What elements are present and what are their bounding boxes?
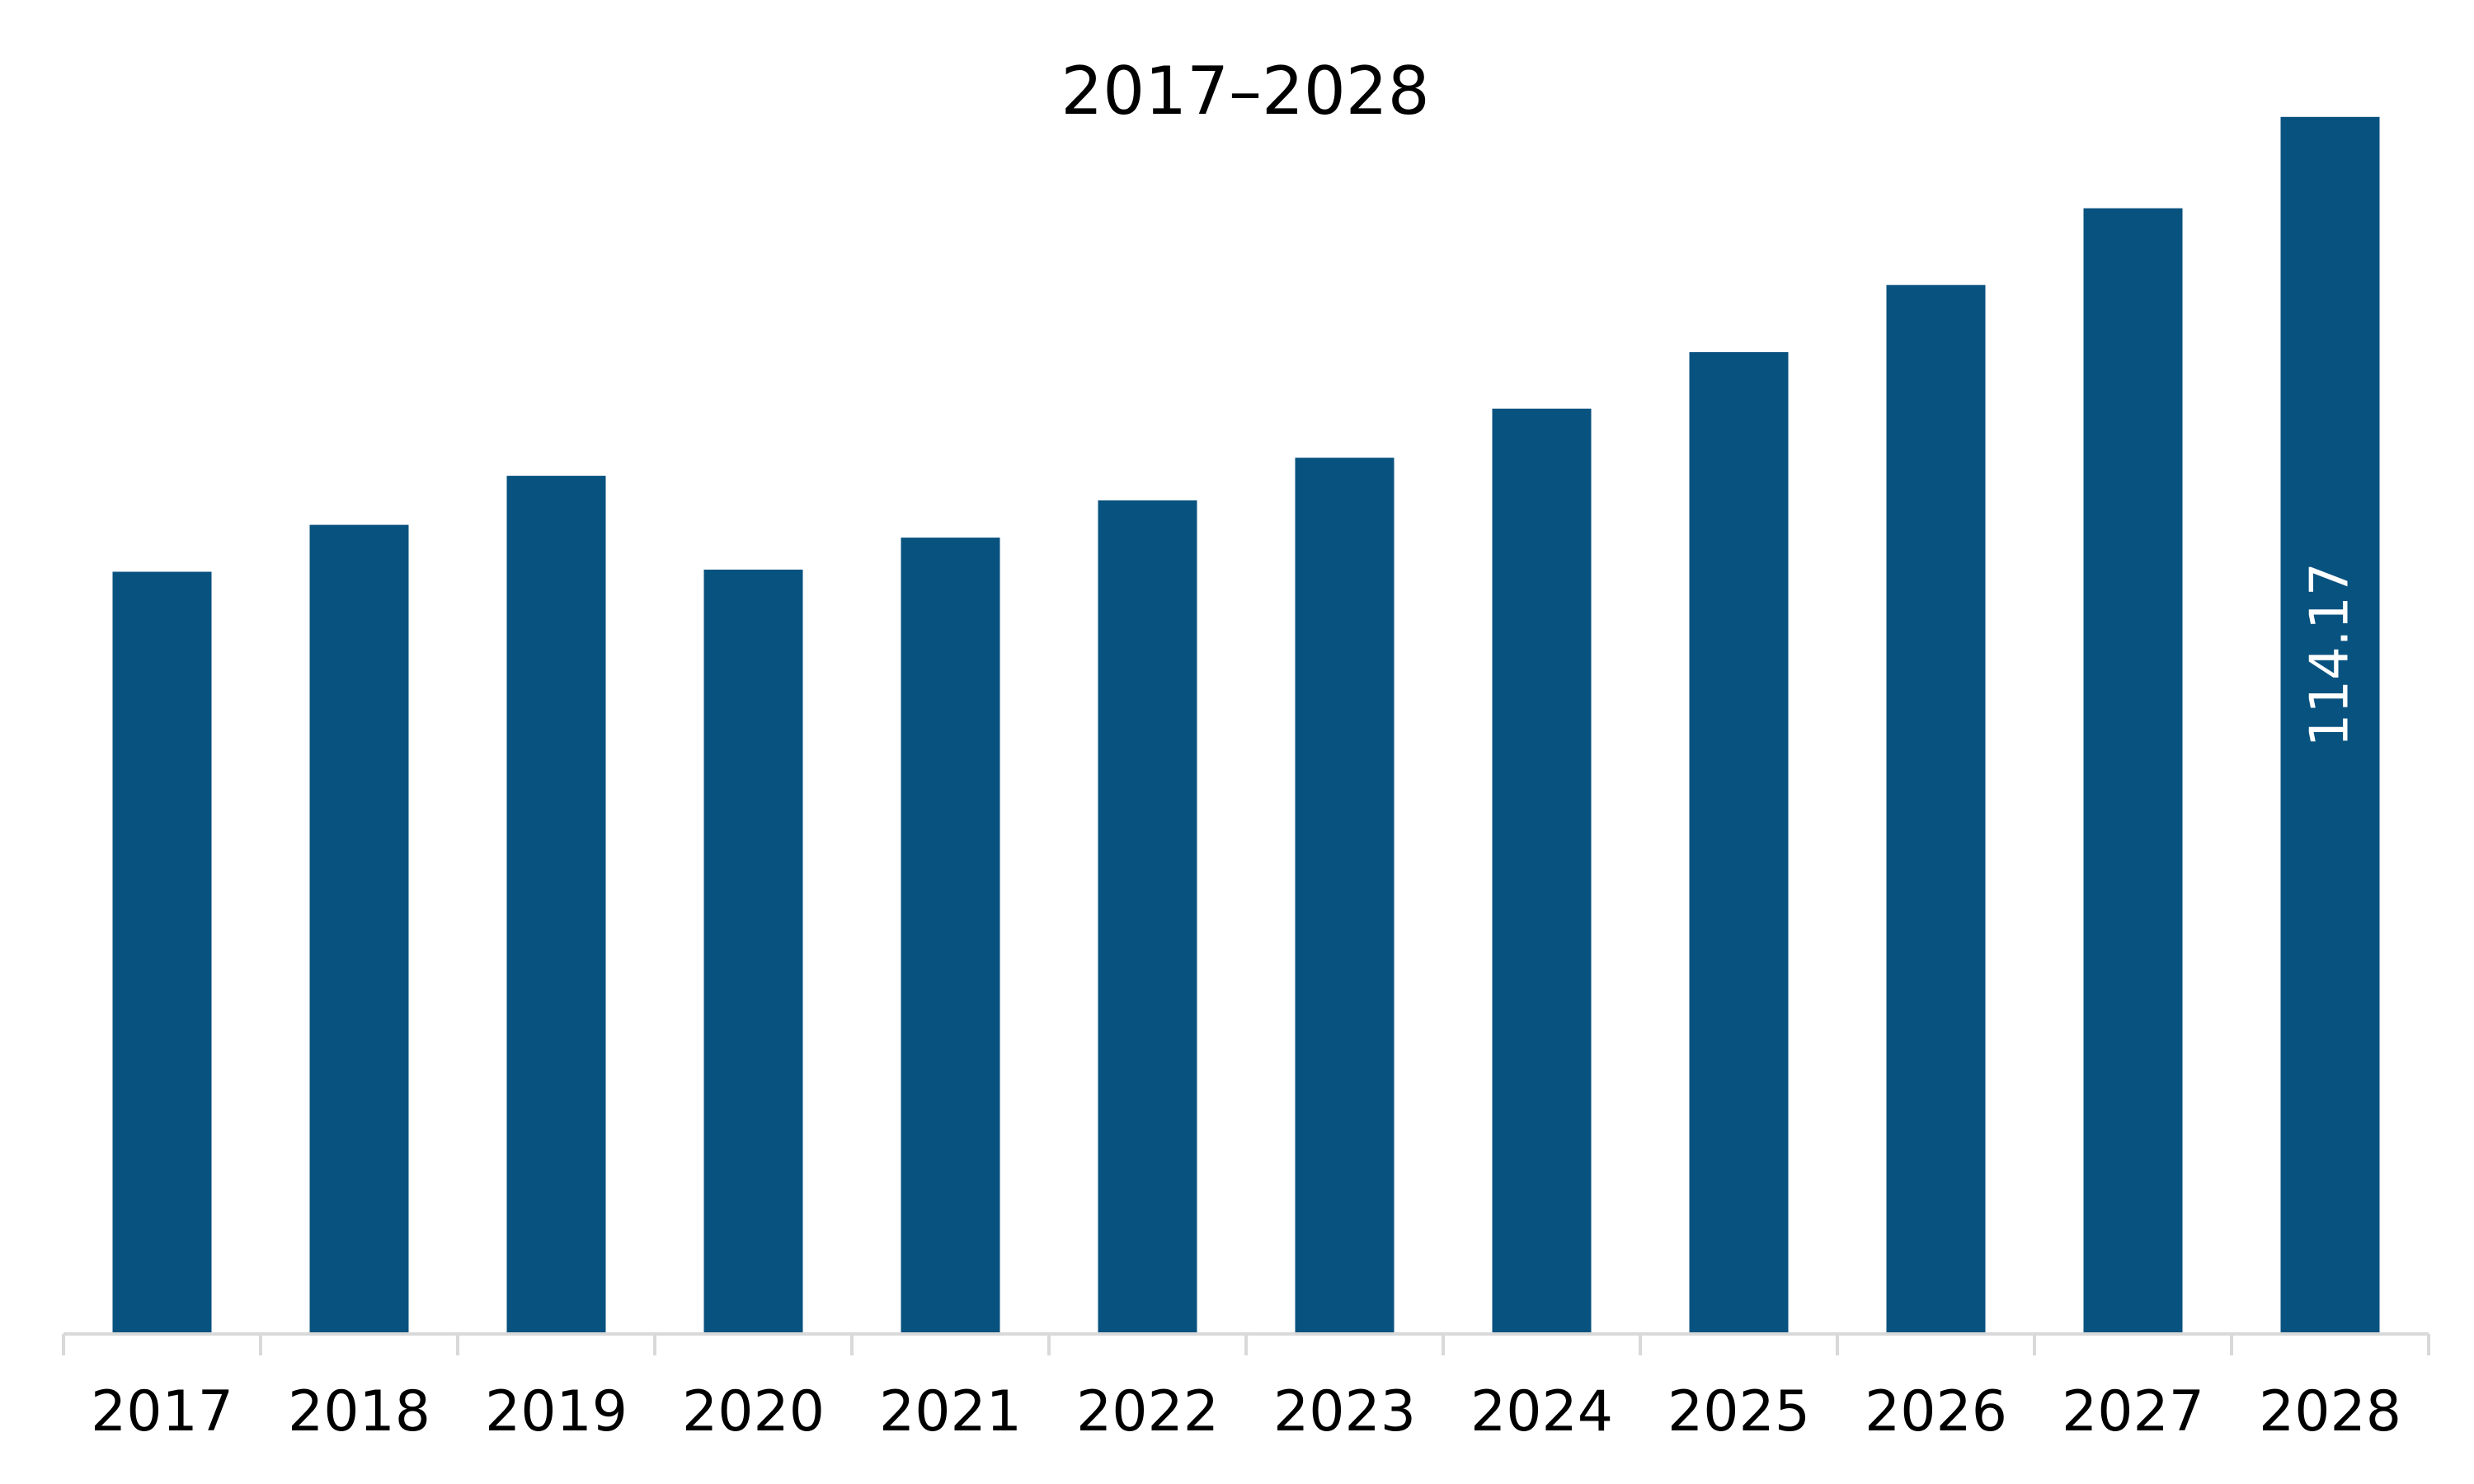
bar-2028	[2280, 116, 2380, 1334]
x-tick-label-2020: 2020	[682, 1379, 825, 1444]
bar-2021	[901, 538, 1000, 1334]
bar-2022	[1098, 500, 1197, 1334]
x-axis-tick-labels: 2017 2018 2019 2020 2021 2022 2023 2024 2025 2026…	[91, 1379, 2401, 1444]
data-labels: 114.17	[2300, 562, 2361, 747]
bar-2025	[1689, 352, 1789, 1335]
bar-2027	[2083, 208, 2183, 1335]
data-label-2028: 114.17	[2300, 562, 2361, 747]
x-tick-label-2023: 2023	[1273, 1379, 1416, 1444]
x-tick-label-2028: 2028	[2259, 1379, 2401, 1444]
x-tick-label-2017: 2017	[91, 1379, 233, 1444]
chart-title: 2017–2028	[1061, 53, 1429, 129]
bar-2023	[1295, 458, 1395, 1335]
x-tick-label-2027: 2027	[2062, 1379, 2204, 1444]
x-tick-label-2026: 2026	[1865, 1379, 2007, 1444]
bar-2026	[1886, 284, 1986, 1335]
x-tick-label-2025: 2025	[1667, 1379, 1810, 1444]
x-tick-label-2024: 2024	[1470, 1379, 1613, 1444]
x-tick-label-2019: 2019	[485, 1379, 628, 1444]
bar-2020	[703, 569, 803, 1334]
bar-group	[112, 116, 2380, 1335]
x-tick-label-2022: 2022	[1076, 1379, 1219, 1444]
bar-2017	[112, 571, 212, 1334]
bar-2019	[506, 476, 606, 1334]
x-tick-label-2018: 2018	[288, 1379, 430, 1444]
x-tick-label-2021: 2021	[879, 1379, 1022, 1444]
bar-2018	[309, 524, 409, 1334]
bar-2024	[1492, 408, 1592, 1335]
x-axis-ticks	[62, 1334, 2430, 1355]
